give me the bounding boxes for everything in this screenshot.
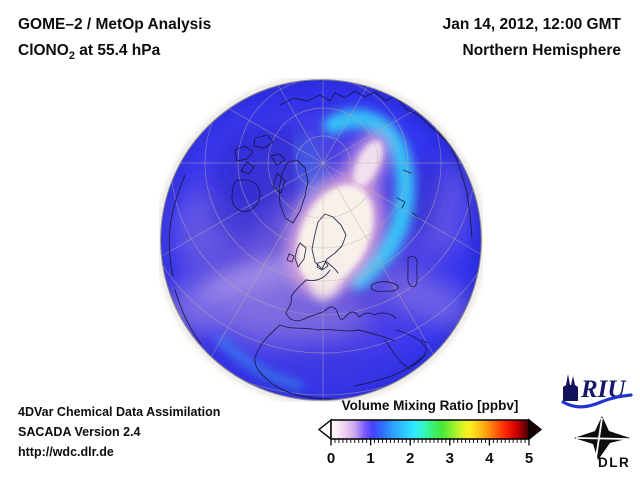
colorbar-gradient-bar bbox=[330, 419, 530, 440]
globe-disc bbox=[161, 80, 481, 400]
pressure-level: at 55.4 hPa bbox=[74, 42, 161, 59]
globe-limb-line bbox=[160, 79, 482, 401]
colorbar-tick-label: 4 bbox=[485, 450, 494, 467]
colorbar-tick-label: 0 bbox=[327, 450, 335, 467]
colorbar-right-arrow bbox=[528, 418, 543, 441]
footer-assimilation: 4DVar Chemical Data Assimilation bbox=[18, 405, 221, 419]
colorbar-tick-labels: 0 1 2 3 4 5 bbox=[327, 450, 533, 467]
footer-url: http://wdc.dlr.de bbox=[18, 445, 114, 459]
colorbar: 0 1 2 3 4 5 bbox=[317, 418, 543, 467]
globe-map bbox=[159, 78, 483, 402]
scandinavia bbox=[311, 213, 347, 274]
colorbar-title: Volume Mixing Ratio [ppbv] bbox=[341, 398, 519, 413]
datetime-label: Jan 14, 2012, 12:00 GMT bbox=[442, 16, 621, 33]
species-name: ClONO bbox=[18, 42, 69, 59]
lavender-bands bbox=[161, 162, 479, 344]
iceland bbox=[316, 260, 329, 271]
caspian-sea bbox=[407, 255, 418, 288]
riu-wave-icon bbox=[561, 393, 633, 409]
colorbar-tick-label: 2 bbox=[406, 450, 414, 467]
inland-lakes bbox=[396, 169, 419, 218]
colorbar-ticks bbox=[330, 439, 530, 446]
africa-north-coast bbox=[279, 324, 396, 342]
hudson-bay bbox=[231, 179, 261, 212]
colorbar-tick-label: 3 bbox=[446, 450, 454, 467]
dlr-logo-text: DLR bbox=[598, 455, 630, 470]
colorbar-tick-label: 5 bbox=[525, 450, 533, 467]
canadian-archipelago bbox=[234, 134, 286, 194]
british-isles bbox=[286, 242, 307, 268]
riu-logo-text: RIU bbox=[580, 376, 627, 403]
cyan-band bbox=[323, 109, 415, 290]
riu-logo: RIU bbox=[561, 374, 633, 409]
plot-title-line1: GOME–2 / MetOp Analysis bbox=[18, 16, 212, 33]
limb-inner-shade bbox=[161, 80, 481, 400]
europe-mediterranean bbox=[285, 269, 397, 322]
dlr-star-icon bbox=[574, 416, 630, 460]
colorbar-left-arrow bbox=[317, 418, 332, 441]
colorbar-tick-label: 1 bbox=[366, 450, 374, 467]
dlr-logo: DLR bbox=[574, 416, 630, 470]
cyan-arc-bottom bbox=[216, 335, 304, 391]
dark-blue-patches bbox=[208, 90, 441, 388]
black-sea bbox=[370, 281, 399, 293]
greenland bbox=[278, 159, 309, 224]
footer-version: SACADA Version 2.4 bbox=[18, 425, 141, 439]
riu-cathedral-icon bbox=[563, 374, 578, 401]
species-subscript: 2 bbox=[68, 50, 75, 63]
plot-title-line2: ClONO2 at 55.4 hPa bbox=[18, 42, 160, 62]
hemisphere-label: Northern Hemisphere bbox=[462, 42, 621, 59]
